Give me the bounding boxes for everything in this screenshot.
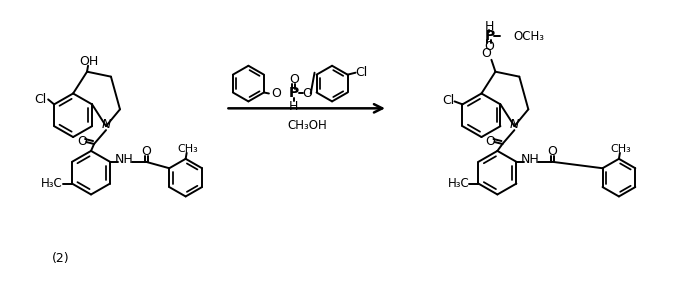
Text: CH₃OH: CH₃OH (288, 119, 327, 132)
Text: OCH₃: OCH₃ (513, 29, 544, 42)
Text: H: H (484, 20, 494, 33)
Text: O: O (141, 145, 151, 158)
Text: H: H (289, 100, 299, 113)
Text: O: O (289, 73, 299, 86)
Text: O: O (302, 87, 312, 100)
Text: N: N (101, 118, 111, 131)
Text: Cl: Cl (34, 93, 46, 106)
Text: OH: OH (80, 55, 98, 68)
Text: (2): (2) (52, 252, 70, 265)
Text: H₃C: H₃C (447, 177, 469, 190)
Text: CH₃: CH₃ (177, 144, 198, 154)
Text: N: N (510, 118, 519, 131)
Text: P: P (289, 87, 299, 100)
Text: Cl: Cl (355, 66, 368, 79)
Text: O: O (482, 47, 491, 60)
Text: O: O (271, 87, 281, 100)
Text: CH₃: CH₃ (611, 144, 631, 154)
Text: O: O (77, 136, 87, 149)
Text: O: O (486, 136, 496, 149)
Text: NH: NH (114, 153, 133, 166)
Text: O: O (484, 40, 494, 53)
Text: H₃C: H₃C (41, 177, 63, 190)
Text: Cl: Cl (443, 94, 454, 107)
Text: P: P (484, 29, 495, 43)
Text: NH: NH (521, 153, 540, 166)
Text: O: O (547, 145, 557, 158)
